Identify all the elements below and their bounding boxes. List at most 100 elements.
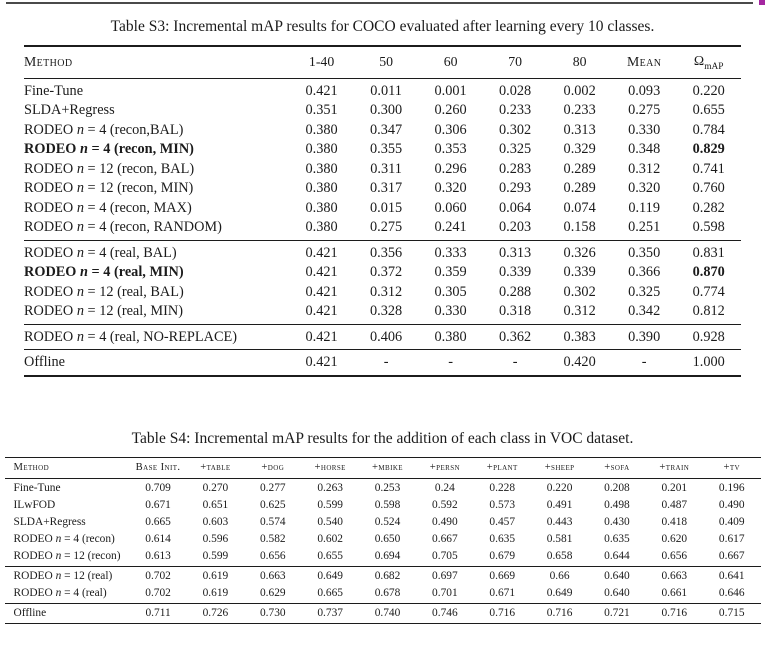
header-row: Method 1-40 50 60 70 80 Mean ΩmAP xyxy=(24,46,741,79)
table-group: Fine-Tune 0.421 0.011 0.001 0.028 0.002 0.093 0… xyxy=(24,78,741,240)
value-cell: 0.599 xyxy=(317,498,343,511)
value-cell: 0.330 xyxy=(434,303,467,320)
table-s3: Method 1-40 50 60 70 80 Mean ΩmAP Fine-T… xyxy=(24,45,741,377)
value-cell: 0.665 xyxy=(317,586,343,599)
table-group: RODEO n = 12 (real) 0.702 0.619 0.663 0.649 0… xyxy=(4,566,761,604)
value-cell: 0.741 xyxy=(692,160,725,177)
value-cell: 0.644 xyxy=(604,549,630,562)
value-cell: 0.362 xyxy=(499,328,532,345)
value-cell: 0.283 xyxy=(499,160,532,177)
table-row: RODEO n = 4 (real, NO-REPLACE) 0.421 0.406… xyxy=(24,324,741,350)
table-s4: Method Base Init. +table +dog +horse +mb… xyxy=(4,456,761,624)
value-cell: 0.355 xyxy=(370,141,403,158)
table-row: Offline 0.421 - - - 0.420 - 1.000 xyxy=(24,350,741,376)
value-cell: - xyxy=(383,354,389,371)
value-cell: 0.928 xyxy=(692,328,725,345)
value-cell: 0.596 xyxy=(202,532,229,545)
value-cell: 0.263 xyxy=(317,481,343,494)
value-cell: 0.617 xyxy=(718,532,745,545)
value-cell: 0.380 xyxy=(305,199,338,216)
value-cell: 0.201 xyxy=(661,481,688,494)
value-cell: 0.325 xyxy=(499,141,532,158)
value-cell: 0.015 xyxy=(370,199,403,216)
value-cell: 0.220 xyxy=(546,481,573,494)
value-cell: 0.330 xyxy=(628,121,661,138)
value-cell: 0.241 xyxy=(434,219,467,236)
value-cell: 0.320 xyxy=(628,180,661,197)
method-cell: RODEO n = 4 (recon,BAL) xyxy=(24,121,184,138)
value-cell: 0.663 xyxy=(661,569,688,582)
col-header-horse: +horse xyxy=(314,462,346,474)
table-row: RODEO n = 4 (real) 0.702 0.619 0.629 0.665 0.… xyxy=(5,585,761,604)
value-cell: 0.418 xyxy=(661,515,688,528)
value-cell: 0.619 xyxy=(202,569,229,582)
method-cell: RODEO n = 4 (real, MIN) xyxy=(24,264,184,281)
value-cell: 0.312 xyxy=(628,160,661,177)
col-header-method: Method xyxy=(24,54,73,70)
value-cell: 0.380 xyxy=(305,180,338,197)
value-cell: 0.711 xyxy=(145,606,171,619)
value-cell: 0.667 xyxy=(432,532,458,545)
value-cell: 0.716 xyxy=(661,606,688,619)
table-s4-header: Method Base Init. +table +dog +horse +mb… xyxy=(4,457,761,479)
value-cell: 0.671 xyxy=(145,498,171,511)
value-cell: 0.715 xyxy=(718,606,745,619)
value-cell: 0.619 xyxy=(202,586,229,599)
col-header-mbike: +mbike xyxy=(372,462,403,474)
col-header-tv: +tv xyxy=(723,462,740,474)
table-row: Fine-Tune 0.709 0.270 0.277 0.263 0.253 0.24 0.… xyxy=(5,478,761,497)
value-cell: 0.581 xyxy=(546,532,573,545)
value-cell: 0.339 xyxy=(499,264,532,281)
col-header-plant: +plant xyxy=(486,462,518,474)
value-cell: 0.625 xyxy=(259,498,286,511)
col-header-table: +table xyxy=(200,462,231,474)
value-cell: 0.665 xyxy=(145,515,171,528)
method-cell: RODEO n = 4 (recon) xyxy=(13,532,115,545)
value-cell: 0.656 xyxy=(259,549,286,562)
col-header-80: 80 xyxy=(572,54,587,70)
value-cell: 0.598 xyxy=(692,219,725,236)
method-cell: RODEO n = 12 (real, MIN) xyxy=(24,303,183,320)
value-cell: 0.697 xyxy=(432,569,458,582)
corner-annotation-mark xyxy=(759,0,765,5)
value-cell: 0.651 xyxy=(202,498,229,511)
value-cell: 0.380 xyxy=(305,160,338,177)
value-cell: 0.678 xyxy=(374,586,401,599)
value-cell: 0.289 xyxy=(563,160,596,177)
value-cell: 0.002 xyxy=(563,82,596,99)
value-cell: 0.641 xyxy=(718,569,745,582)
method-cell: ILwFOD xyxy=(13,498,56,511)
omega-subscript: mAP xyxy=(704,61,724,72)
value-cell: 0.646 xyxy=(718,586,745,599)
value-cell: - xyxy=(641,354,647,371)
value-cell: 0.649 xyxy=(546,586,573,599)
col-header-sofa: +sofa xyxy=(604,462,630,474)
table-group: Offline 0.711 0.726 0.730 0.737 0.740 0.746 0.7… xyxy=(4,603,761,623)
value-cell: 0.490 xyxy=(432,515,458,528)
method-cell: Fine-Tune xyxy=(24,82,84,99)
col-header-50: 50 xyxy=(379,54,393,70)
table-row: RODEO n = 12 (recon, BAL) 0.380 0.311 0.296… xyxy=(24,159,741,179)
value-cell: 0.196 xyxy=(718,481,745,494)
value-cell: 0.293 xyxy=(499,180,532,197)
value-cell: 0.716 xyxy=(546,606,573,619)
table-group: RODEO n = 4 (real, NO-REPLACE) 0.421 0.406… xyxy=(24,324,741,350)
value-cell: 0.701 xyxy=(432,586,458,599)
value-cell: 0.305 xyxy=(434,283,467,300)
value-cell: 0.320 xyxy=(434,180,467,197)
value-cell: 0.328 xyxy=(370,303,403,320)
value-cell: 0.359 xyxy=(434,264,467,281)
value-cell: 0.296 xyxy=(434,160,467,177)
col-header-persn: +persn xyxy=(429,462,460,474)
value-cell: 0.655 xyxy=(317,549,343,562)
table-s4-section: Table S4: Incremental mAP results for th… xyxy=(0,377,765,624)
value-cell: 0.702 xyxy=(145,586,171,599)
value-cell: 0.372 xyxy=(370,264,403,281)
method-cell: RODEO n = 4 (real, BAL) xyxy=(24,244,177,261)
value-cell: 0.380 xyxy=(305,141,338,158)
value-cell: 0.380 xyxy=(305,219,338,236)
method-cell: RODEO n = 4 (recon, MIN) xyxy=(24,141,194,158)
table-group: Offline 0.421 - - - 0.420 - 1.000 xyxy=(24,349,741,376)
page-top-rule xyxy=(6,2,753,4)
value-cell: 0.582 xyxy=(259,532,286,545)
